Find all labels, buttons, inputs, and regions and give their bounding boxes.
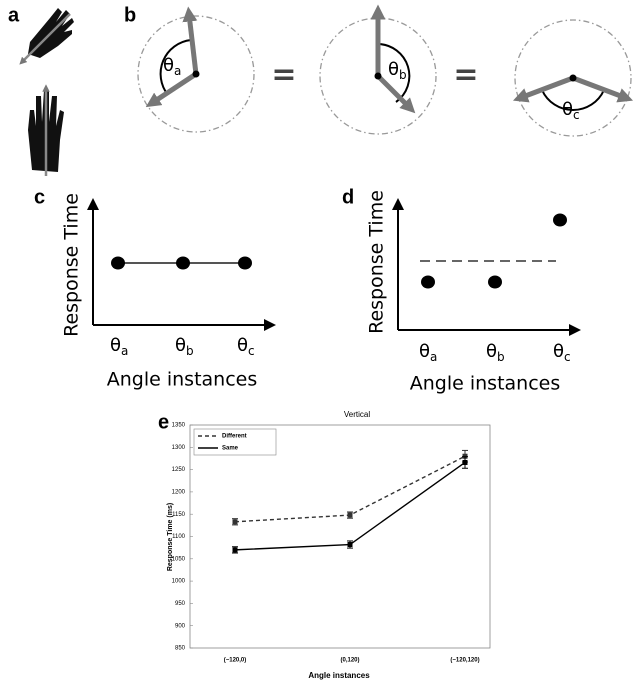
y-tick-label: 1000 <box>172 579 186 585</box>
panel-label: e <box>158 411 169 433</box>
data-point <box>463 460 468 465</box>
y-tick-label: 950 <box>175 601 186 607</box>
series-line <box>235 462 465 549</box>
panel-label: c <box>34 186 45 208</box>
equals-sign: = <box>453 58 478 93</box>
legend-label: Same <box>222 446 239 452</box>
angle-label: θa <box>163 55 181 78</box>
data-point <box>233 519 238 524</box>
hand-icon <box>22 8 74 62</box>
y-axis-label: Response Time <box>61 193 83 337</box>
x-axis-label: Angle instances <box>308 671 370 680</box>
data-point <box>233 547 238 552</box>
angle-diagram <box>320 12 436 134</box>
x-tick-label: θb <box>486 341 505 364</box>
angle-diagram <box>138 14 254 132</box>
panel-label: b <box>124 4 136 26</box>
angle-label: θc <box>562 99 580 122</box>
y-tick-label: 1200 <box>172 489 186 495</box>
y-axis-label: Response Time <box>366 190 388 334</box>
x-tick-label: (−120,0) <box>224 658 247 664</box>
data-point <box>348 513 353 518</box>
x-tick-label: (−120,120) <box>450 658 479 664</box>
x-tick-label: θc <box>237 335 255 358</box>
x-tick-label: θb <box>175 335 194 358</box>
schematic-point <box>421 214 567 289</box>
legend-label: Different <box>222 434 247 440</box>
x-tick-label: θa <box>419 341 437 364</box>
x-axis-label: Angle instances <box>410 373 561 395</box>
y-tick-label: 1100 <box>172 534 186 540</box>
panel-label: d <box>342 186 354 208</box>
y-tick-label: 1300 <box>172 445 186 451</box>
hand-icon <box>28 88 64 176</box>
x-tick-label: (0,120) <box>340 658 359 664</box>
chart-title: Vertical <box>344 410 370 419</box>
x-axis-label: Angle instances <box>107 369 258 391</box>
equals-sign: = <box>271 58 296 93</box>
schematic-axes <box>398 204 575 330</box>
data-point <box>348 542 353 547</box>
figure: a b θa θb θc = = c Re <box>0 0 634 684</box>
y-tick-label: 1050 <box>172 556 186 562</box>
panel-label: a <box>8 4 20 26</box>
angle-label: θb <box>388 59 407 82</box>
y-tick-label: 850 <box>175 646 186 652</box>
y-tick-label: 1250 <box>172 467 186 473</box>
y-tick-label: 900 <box>175 623 186 629</box>
x-tick-label: θc <box>553 341 571 364</box>
y-tick-label: 1350 <box>172 423 186 429</box>
plot-frame <box>190 425 490 648</box>
x-tick-label: θa <box>110 335 128 358</box>
y-tick-label: 1150 <box>172 512 186 518</box>
